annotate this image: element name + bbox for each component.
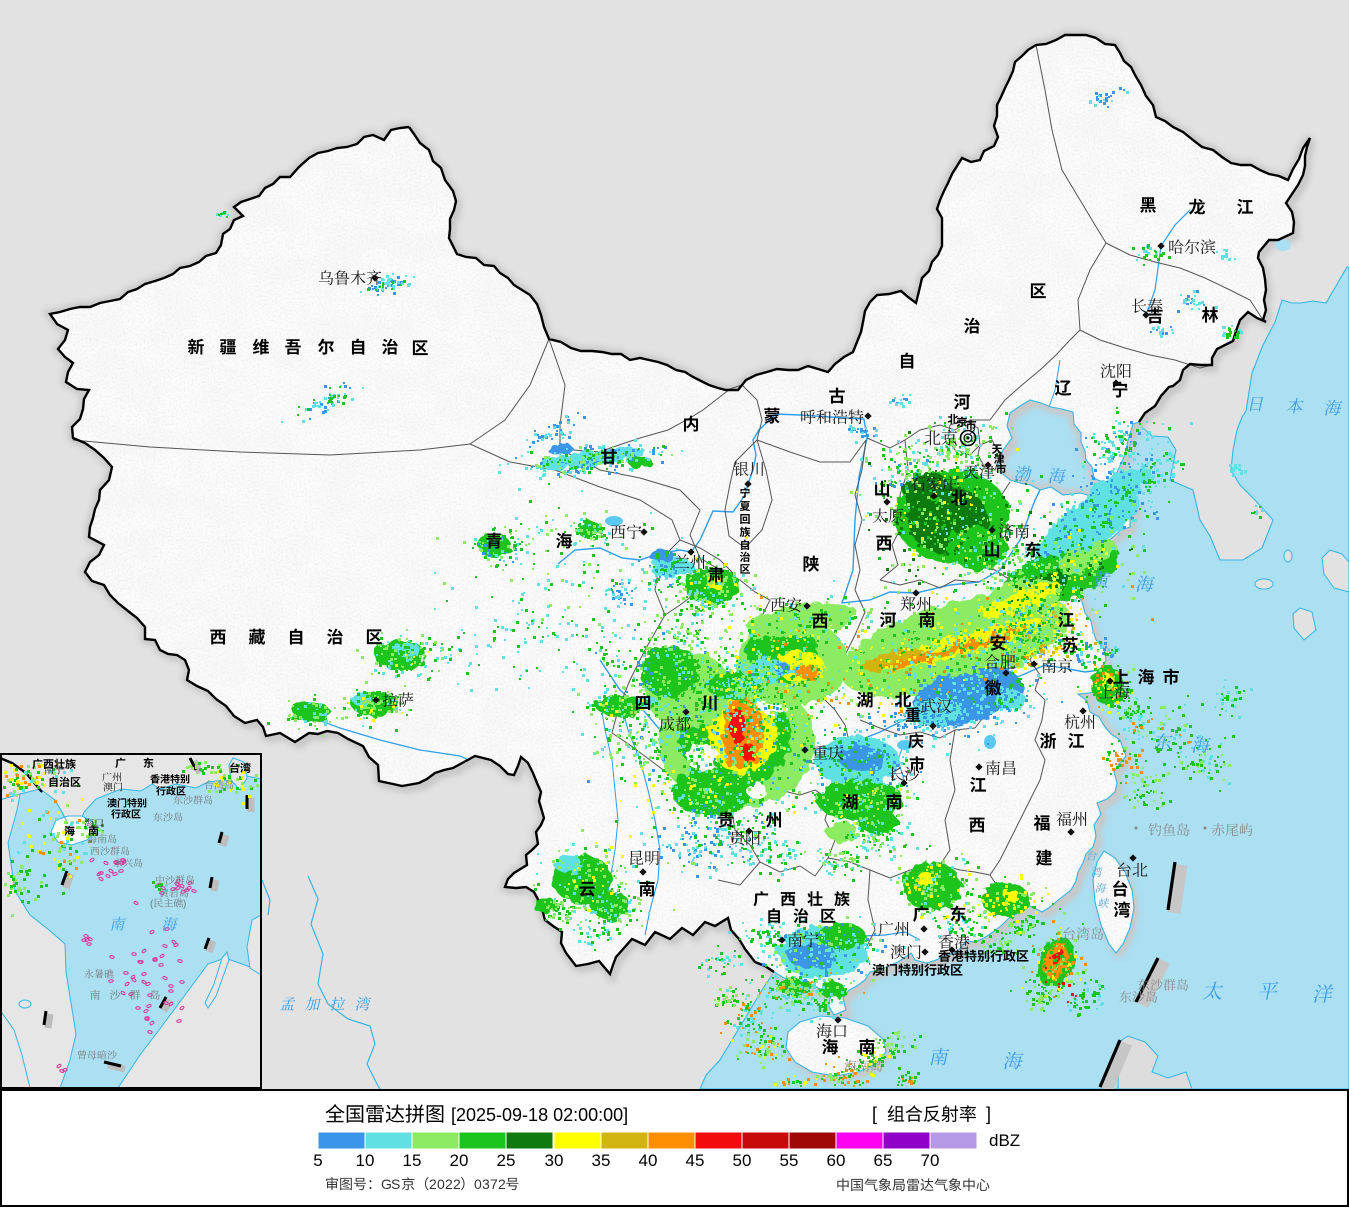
svg-text:10: 10 — [356, 1151, 375, 1170]
svg-text:3: 3 — [482, 1176, 490, 1192]
svg-text:20: 20 — [450, 1151, 469, 1170]
svg-text:15: 15 — [403, 1151, 422, 1170]
svg-text:(: ( — [150, 899, 154, 910]
svg-text:[2025-09-18 02:00:00]: [2025-09-18 02:00:00] — [451, 1105, 628, 1125]
svg-text:40: 40 — [639, 1151, 658, 1170]
svg-text:): ) — [183, 899, 186, 910]
svg-text:0: 0 — [474, 1176, 482, 1192]
svg-text:50: 50 — [733, 1151, 752, 1170]
svg-text:2: 2 — [498, 1176, 506, 1192]
svg-text:45: 45 — [686, 1151, 705, 1170]
svg-text:7: 7 — [490, 1176, 498, 1192]
svg-text:5: 5 — [313, 1151, 322, 1170]
svg-text:]: ] — [986, 1104, 991, 1124]
svg-text:25: 25 — [497, 1151, 516, 1170]
svg-text:70: 70 — [921, 1151, 940, 1170]
svg-text:65: 65 — [874, 1151, 893, 1170]
svg-text:55: 55 — [780, 1151, 799, 1170]
svg-text:[: [ — [872, 1104, 877, 1124]
svg-text:0: 0 — [437, 1176, 445, 1192]
svg-text:G: G — [381, 1176, 392, 1192]
svg-text:S: S — [391, 1176, 400, 1192]
svg-text:dBZ: dBZ — [989, 1131, 1020, 1150]
svg-text:2: 2 — [453, 1176, 461, 1192]
svg-text:2: 2 — [429, 1176, 437, 1192]
svg-text:30: 30 — [545, 1151, 564, 1170]
svg-text:35: 35 — [592, 1151, 611, 1170]
svg-text:60: 60 — [827, 1151, 846, 1170]
svg-text:2: 2 — [445, 1176, 453, 1192]
